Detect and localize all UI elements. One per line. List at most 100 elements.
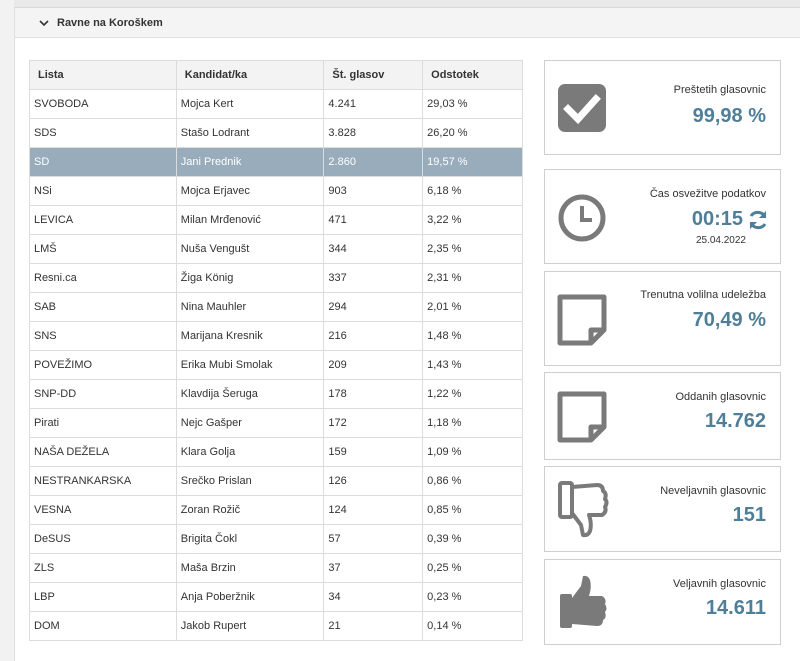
percent-cell: 2,01 % [422,292,523,322]
percent-cell: 1,09 % [422,437,523,467]
votes-cell: 2.860 [323,147,424,177]
table-row[interactable]: LMŠ Nuša Vengušt 344 2,35 % [29,234,523,264]
refresh-label: Čas osvežitve podatkov [649,188,766,200]
percent-cell: 0,39 % [422,524,523,554]
votes-cell: 34 [323,582,424,612]
table-row[interactable]: LBP Anja Poberžnik 34 0,23 % [29,582,523,612]
table-row[interactable]: SAB Nina Mauhler 294 2,01 % [29,292,523,322]
card-counted-ballots: Preštetih glasovnic 99,98 % [544,60,781,155]
table-row[interactable]: DOM Jakob Rupert 21 0,14 % [29,611,523,641]
table-row[interactable]: DeSUS Brigita Čokl 57 0,39 % [29,524,523,554]
table-row[interactable]: Pirati Nejc Gašper 172 1,18 % [29,408,523,438]
percent-cell: 1,43 % [422,350,523,380]
table-row[interactable]: LEVICA Milan Mrđenović 471 3,22 % [29,205,523,235]
candidate-cell: Milan Mrđenović [175,205,325,235]
results-table: Lista Kandidat/ka Št. glasov Odstotek SV… [29,60,523,641]
votes-cell: 4.241 [323,89,424,119]
table-row[interactable]: Resni.ca Žiga König 337 2,31 % [29,263,523,293]
candidate-cell: Erika Mubi Smolak [175,350,325,380]
party-cell: DOM [29,611,177,641]
card-refresh-time: Čas osvežitve podatkov 00:15 25.04.2022 [544,169,781,264]
votes-cell: 159 [323,437,424,467]
candidate-cell: Stašo Lodrant [175,118,325,148]
percent-cell: 26,20 % [422,118,523,148]
votes-cell: 337 [323,263,424,293]
column-header-lista[interactable]: Lista [29,60,177,90]
table-row[interactable]: ZLS Maša Brzin 37 0,25 % [29,553,523,583]
percent-cell: 1,18 % [422,408,523,438]
party-cell: SAB [29,292,177,322]
votes-cell: 37 [323,553,424,583]
table-row[interactable]: NSi Mojca Erjavec 903 6,18 % [29,176,523,206]
table-row[interactable]: NESTRANKARSKA Srečko Prislan 126 0,86 % [29,466,523,496]
party-cell: SD [29,147,177,177]
party-cell: NESTRANKARSKA [29,466,177,496]
party-cell: LEVICA [29,205,177,235]
votes-cell: 124 [323,495,424,525]
candidate-cell: Zoran Rožič [175,495,325,525]
candidate-cell: Maša Brzin [175,553,325,583]
invalid-label: Neveljavnih glasovnic [660,485,766,497]
percent-cell: 2,35 % [422,234,523,264]
votes-cell: 344 [323,234,424,264]
candidate-cell: Nina Mauhler [175,292,325,322]
votes-cell: 209 [323,350,424,380]
table-row[interactable]: SNS Marijana Kresnik 216 1,48 % [29,321,523,351]
percent-cell: 1,48 % [422,321,523,351]
refresh-date: 25.04.2022 [695,235,746,246]
valid-label: Veljavnih glasovnic [673,578,766,590]
votes-cell: 172 [323,408,424,438]
thumbs-down-icon [557,479,609,544]
table-row[interactable]: SDS Stašo Lodrant 3.828 26,20 % [29,118,523,148]
votes-cell: 21 [323,611,424,641]
percent-cell: 1,22 % [422,379,523,409]
clock-icon [557,193,607,248]
party-cell: Resni.ca [29,263,177,293]
votes-cell: 216 [323,321,424,351]
votes-cell: 57 [323,524,424,554]
candidate-cell: Klara Golja [175,437,325,467]
percent-cell: 0,23 % [422,582,523,612]
party-cell: SDS [29,118,177,148]
card-invalid-ballots: Neveljavnih glasovnic 151 [544,466,781,552]
votes-cell: 903 [323,176,424,206]
percent-cell: 0,25 % [422,553,523,583]
column-header-glasov[interactable]: Št. glasov [323,60,424,90]
candidate-cell: Jakob Rupert [175,611,325,641]
refresh-icon[interactable] [747,209,769,236]
table-header-row: Lista Kandidat/ka Št. glasov Odstotek [29,60,523,90]
party-cell: LBP [29,582,177,612]
candidate-cell: Nejc Gašper [175,408,325,438]
percent-cell: 3,22 % [422,205,523,235]
party-cell: DeSUS [29,524,177,554]
top-bar [14,0,800,8]
table-row[interactable]: NAŠA DEŽELA Klara Golja 159 1,09 % [29,437,523,467]
chevron-down-icon[interactable] [39,18,49,28]
column-header-odstotek[interactable]: Odstotek [422,60,523,90]
candidate-cell: Marijana Kresnik [175,321,325,351]
candidate-cell: Žiga König [175,263,325,293]
votes-cell: 126 [323,466,424,496]
votes-cell: 294 [323,292,424,322]
invalid-value: 151 [732,504,766,526]
candidate-cell: Klavdija Šeruga [175,379,325,409]
table-row[interactable]: POVEŽIMO Erika Mubi Smolak 209 1,43 % [29,350,523,380]
table-row[interactable]: SNP-DD Klavdija Šeruga 178 1,22 % [29,379,523,409]
panel-title: Ravne na Koroškem [57,16,163,29]
table-row[interactable]: SD Jani Prednik 2.860 19,57 % [29,147,523,177]
results-panel: Ravne na Koroškem Lista Kandidat/ka Št. … [14,8,800,661]
table-row[interactable]: SVOBODA Mojca Kert 4.241 29,03 % [29,89,523,119]
candidate-cell: Brigita Čokl [175,524,325,554]
panel-header[interactable]: Ravne na Koroškem [15,8,800,38]
party-cell: VESNA [29,495,177,525]
column-header-kandidat[interactable]: Kandidat/ka [175,60,325,90]
party-cell: POVEŽIMO [29,350,177,380]
card-valid-ballots: Veljavnih glasovnic 14.611 [544,559,781,645]
table-row[interactable]: VESNA Zoran Rožič 124 0,85 % [29,495,523,525]
percent-cell: 0,14 % [422,611,523,641]
party-cell: SVOBODA [29,89,177,119]
candidate-cell: Mojca Kert [175,89,325,119]
counted-value: 99,98 % [692,105,766,127]
party-cell: Pirati [29,408,177,438]
party-cell: SNP-DD [29,379,177,409]
